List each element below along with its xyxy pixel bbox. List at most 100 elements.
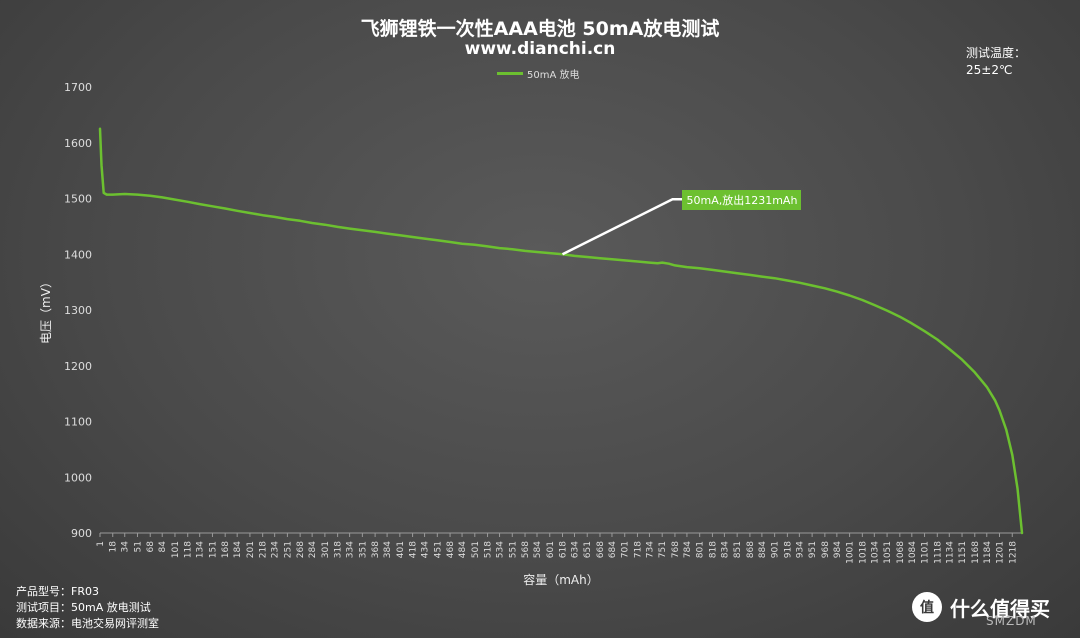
x-tick-label: 1001	[846, 541, 856, 564]
x-tick-label: 801	[696, 541, 706, 558]
x-tick-label: 1218	[1008, 541, 1018, 564]
y-tick-label: 1000	[64, 471, 92, 484]
series-line	[98, 127, 1024, 535]
x-tick-label: 518	[484, 541, 494, 558]
x-tick-label: 34	[121, 541, 131, 553]
x-tick-label: 368	[371, 541, 381, 558]
y-tick-label: 1600	[64, 137, 92, 150]
x-tick-label: 151	[208, 541, 218, 558]
chart-legend: 50mA 放电	[497, 66, 580, 81]
x-tick-label: 51	[133, 541, 143, 552]
x-tick-label: 351	[358, 541, 368, 558]
x-tick-label: 851	[733, 541, 743, 558]
x-tick-label: 101	[171, 541, 181, 558]
x-tick-label: 468	[446, 541, 456, 558]
x-tick-label: 501	[471, 541, 481, 558]
temperature-value: 25±2℃	[966, 63, 1013, 77]
x-tick-label: 651	[583, 541, 593, 558]
x-tick-label: 1034	[870, 541, 880, 564]
x-tick-label: 1018	[858, 541, 868, 564]
info-source: 数据来源：电池交易网评测室	[16, 615, 159, 631]
y-tick-label: 1100	[64, 416, 92, 429]
x-tick-label: 451	[433, 541, 443, 558]
x-tick-label: 834	[720, 541, 730, 558]
x-tick-label: 251	[283, 541, 293, 558]
x-tick-label: 68	[146, 541, 156, 553]
x-tick-label: 934	[795, 541, 805, 558]
x-tick-label: 1051	[883, 541, 893, 564]
x-tick-label: 284	[308, 541, 318, 558]
x-tick-label: 318	[334, 541, 344, 558]
x-tick-label: 634	[570, 541, 580, 558]
chart-title: 飞狮锂铁一次性AAA电池 50mA放电测试	[360, 18, 720, 40]
x-tick-label: 601	[546, 541, 556, 558]
legend-swatch	[497, 72, 523, 75]
info-test-item-value: 50mA 放电测试	[71, 601, 151, 614]
x-tick-label: 168	[221, 541, 231, 558]
x-tick-label: 751	[658, 541, 668, 558]
annotation-leader	[561, 198, 683, 256]
x-tick-label: 1151	[958, 541, 968, 564]
x-tick-label: 134	[196, 541, 206, 558]
info-model: 产品型号：FR03	[16, 583, 99, 599]
y-tick-label: 900	[71, 527, 92, 540]
x-tick-label: 334	[346, 541, 356, 558]
watermark: SMZDM	[986, 614, 1037, 628]
chart-subtitle: www.dianchi.cn	[464, 39, 616, 59]
x-tick-label: 418	[409, 541, 419, 558]
x-tick-label: 184	[233, 541, 243, 558]
x-tick-label: 401	[396, 541, 406, 558]
x-tick-label: 1	[96, 541, 106, 547]
x-tick-label: 618	[558, 541, 568, 558]
brand-logo-icon: 值	[912, 592, 942, 622]
x-tick-label: 768	[671, 541, 681, 558]
x-tick-label: 884	[758, 541, 768, 558]
brand-name: 什么值得买	[950, 596, 1050, 621]
x-tick-label: 951	[808, 541, 818, 558]
x-tick-label: 568	[521, 541, 531, 558]
info-model-value: FR03	[71, 585, 99, 598]
x-tick-label: 1184	[983, 541, 993, 564]
x-tick-label: 384	[383, 541, 393, 558]
x-tick-label: 118	[184, 541, 194, 558]
legend-label: 50mA 放电	[527, 70, 580, 81]
info-source-label: 数据来源：	[16, 617, 71, 630]
x-axis-title: 容量（mAh）	[523, 572, 599, 587]
x-tick-label: 701	[621, 541, 631, 558]
x-tick-label: 968	[821, 541, 831, 558]
annotation-label: 50mA,放出1231mAh	[682, 190, 802, 211]
x-tick-label: 268	[296, 541, 306, 558]
x-tick-label: 818	[708, 541, 718, 558]
info-source-value: 电池交易网评测室	[71, 617, 159, 630]
x-tick-label: 734	[645, 541, 655, 558]
x-tick-label: 868	[746, 541, 756, 558]
y-tick-label: 1400	[64, 248, 92, 261]
info-test-item: 测试项目：50mA 放电测试	[16, 599, 151, 615]
x-tick-label: 984	[833, 541, 843, 558]
x-tick-label: 1201	[996, 541, 1006, 564]
y-tick-label: 1200	[64, 360, 92, 373]
x-tick-label: 18	[109, 541, 119, 553]
x-tick-label: 1084	[908, 541, 918, 564]
x-tick-label: 234	[271, 541, 281, 558]
x-tick-label: 901	[771, 541, 781, 558]
x-tick-label: 301	[321, 541, 331, 558]
x-tick-label: 201	[246, 541, 256, 558]
x-tick-label: 718	[633, 541, 643, 558]
y-tick-label: 1700	[64, 81, 92, 94]
info-test-item-label: 测试项目：	[16, 601, 71, 614]
info-model-label: 产品型号：	[16, 585, 71, 598]
x-tick-label: 918	[783, 541, 793, 558]
x-tick-label: 1134	[945, 541, 955, 564]
x-tick-label: 1101	[921, 541, 931, 564]
y-axis-title: 电压（mV）	[39, 276, 53, 344]
x-tick-label: 584	[533, 541, 543, 558]
x-tick-label: 534	[496, 541, 506, 558]
x-tick-label: 434	[421, 541, 431, 558]
x-tick-label: 218	[259, 541, 269, 558]
x-tick-label: 84	[158, 541, 168, 553]
brand-logo: 值 什么值得买	[912, 592, 1050, 622]
temperature-label: 测试温度：	[966, 46, 1027, 60]
x-tick-label: 1068	[896, 541, 906, 564]
